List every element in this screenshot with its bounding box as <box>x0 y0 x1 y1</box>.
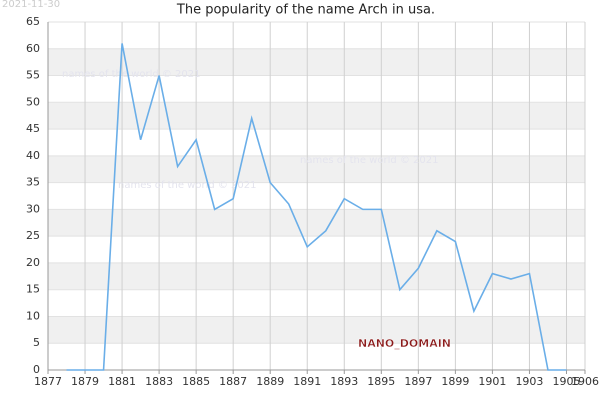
x-tick-label: 1901 <box>478 375 506 388</box>
x-tick-label: 1891 <box>293 375 321 388</box>
y-tick-label: 35 <box>26 176 40 189</box>
x-tick-label: 1887 <box>219 375 247 388</box>
x-tick-label: 1906 <box>571 375 599 388</box>
grid-band <box>48 316 585 344</box>
x-tick-label: 1899 <box>441 375 469 388</box>
y-tick-label: 10 <box>26 309 40 322</box>
x-tick-label: 1885 <box>182 375 210 388</box>
y-tick-label: 25 <box>26 229 40 242</box>
grid-band <box>48 102 585 130</box>
x-tick-label: 1897 <box>404 375 432 388</box>
y-tick-label: 60 <box>26 42 40 55</box>
y-tick-label: 45 <box>26 122 40 135</box>
brand-label: NANO_DOMAIN <box>358 337 451 350</box>
y-tick-label: 30 <box>26 202 40 215</box>
x-tick-label: 1905 <box>552 375 580 388</box>
grid-band <box>48 48 585 76</box>
x-tick-label: 1883 <box>145 375 173 388</box>
x-tick-label: 1903 <box>515 375 543 388</box>
grid-band <box>48 209 585 237</box>
grid-band <box>48 262 585 290</box>
y-tick-label: 20 <box>26 256 40 269</box>
grid-band <box>48 155 585 183</box>
chart-title: The popularity of the name Arch in usa. <box>176 3 435 18</box>
watermark: names of the world © 2021 <box>118 180 257 191</box>
x-tick-label: 1881 <box>108 375 136 388</box>
y-tick-label: 65 <box>26 15 40 28</box>
y-tick-label: 5 <box>33 336 40 349</box>
date-stamp: 2021-11-30 <box>2 0 60 10</box>
y-tick-label: 0 <box>33 363 40 376</box>
watermark: names of the world © 2021 <box>300 155 439 166</box>
y-tick-label: 40 <box>26 149 40 162</box>
y-tick-label: 50 <box>26 95 40 108</box>
x-tick-label: 1879 <box>71 375 99 388</box>
x-tick-label: 1877 <box>34 375 62 388</box>
x-tick-label: 1893 <box>330 375 358 388</box>
x-tick-label: 1895 <box>367 375 395 388</box>
y-tick-label: 15 <box>26 283 40 296</box>
data-line <box>66 43 567 371</box>
watermark: names of the world © 2021 <box>62 69 201 80</box>
y-tick-label: 55 <box>26 69 40 82</box>
x-tick-label: 1889 <box>256 375 284 388</box>
